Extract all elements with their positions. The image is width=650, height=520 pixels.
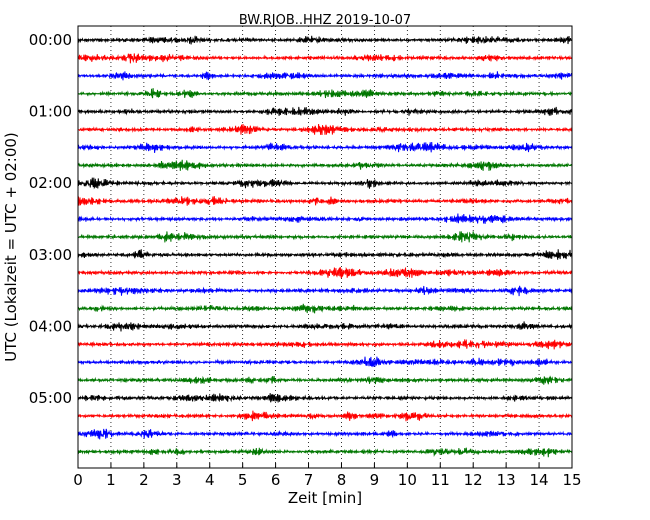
trace-15 (77, 303, 573, 314)
x-tick-label-15: 15 (562, 471, 581, 489)
trace-7 (77, 159, 573, 171)
trace-20 (77, 393, 573, 403)
x-tick-label-3: 3 (172, 471, 182, 489)
trace-13 (77, 267, 573, 279)
y-tick-label-2: 02:00 (29, 174, 72, 192)
x-tick-label-0: 0 (73, 471, 83, 489)
x-tick-label-5: 5 (238, 471, 248, 489)
trace-23 (77, 447, 573, 458)
x-tick-label-13: 13 (497, 471, 516, 489)
trace-17 (77, 338, 573, 350)
y-axis-ticks: 00:00 01:00 02:00 03:00 04:00 05:00 (29, 31, 83, 407)
x-tick-label-8: 8 (337, 471, 347, 489)
trace-8 (77, 177, 573, 190)
y-tick-label-0: 00:00 (29, 31, 72, 49)
x-tick-label-4: 4 (205, 471, 215, 489)
trace-19 (77, 375, 573, 385)
seismic-traces (77, 35, 573, 458)
y-tick-label-5: 05:00 (29, 389, 72, 407)
trace-11 (77, 231, 573, 243)
x-tick-label-9: 9 (370, 471, 380, 489)
trace-12 (77, 249, 573, 260)
trace-6 (77, 141, 573, 153)
x-tick-label-7: 7 (304, 471, 314, 489)
x-tick-label-11: 11 (431, 471, 450, 489)
y-tick-label-4: 04:00 (29, 317, 72, 335)
trace-18 (77, 356, 573, 368)
trace-1 (77, 53, 573, 64)
x-tick-label-2: 2 (139, 471, 149, 489)
trace-3 (77, 88, 573, 99)
y-axis-label: UTC (Lokalzeit = UTC + 02:00) (2, 132, 20, 362)
y-tick-label-1: 01:00 (29, 103, 72, 121)
x-tick-label-6: 6 (271, 471, 281, 489)
trace-5 (77, 123, 573, 136)
trace-21 (77, 410, 573, 422)
chart-title: BW.RJOB..HHZ 2019-10-07 (239, 13, 411, 28)
trace-4 (77, 106, 573, 116)
x-axis-label: Zeit [min] (288, 489, 362, 507)
y-tick-label-3: 03:00 (29, 246, 72, 264)
trace-2 (77, 71, 573, 81)
x-axis-ticks: 0 1 2 3 4 5 6 7 8 9 10 11 12 13 14 15 (73, 463, 582, 489)
trace-22 (77, 428, 573, 440)
x-tick-label-1: 1 (106, 471, 116, 489)
trace-0 (77, 35, 573, 45)
x-tick-label-10: 10 (398, 471, 417, 489)
plot-frame (77, 25, 573, 469)
x-tick-label-12: 12 (464, 471, 483, 489)
trace-10 (77, 213, 573, 224)
x-tick-label-14: 14 (530, 471, 549, 489)
vertical-grid (110, 26, 540, 468)
trace-16 (77, 321, 573, 332)
trace-9 (77, 196, 573, 206)
trace-14 (77, 285, 573, 297)
